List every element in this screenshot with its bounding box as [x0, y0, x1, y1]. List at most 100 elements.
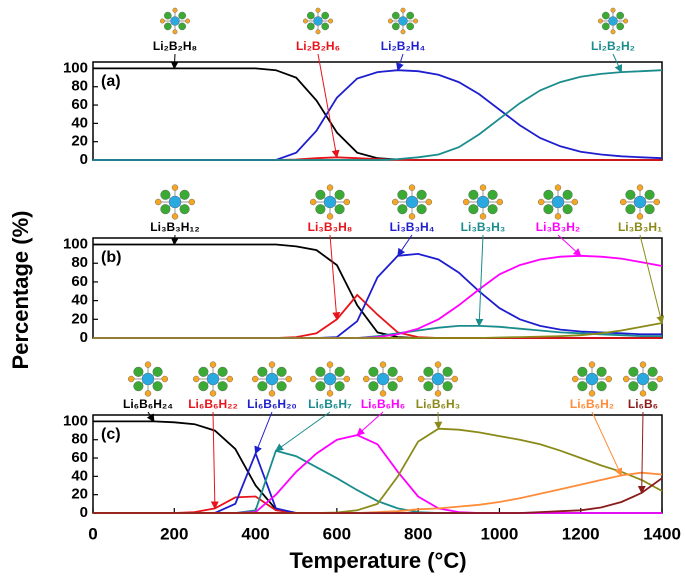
- atom: [423, 366, 434, 377]
- label-arrow: [170, 234, 179, 246]
- atom: [431, 372, 445, 386]
- label-arrow: [146, 411, 155, 423]
- atom: [323, 372, 337, 386]
- y-tick-label: 40: [71, 467, 88, 484]
- x-tick-label: 800: [404, 524, 432, 543]
- series-line: [93, 252, 662, 339]
- panel-label: (a): [101, 73, 121, 90]
- atom: [636, 184, 644, 191]
- atom: [179, 189, 190, 200]
- atom: [628, 366, 639, 377]
- x-tick-label: 1400: [643, 524, 681, 543]
- atom: [209, 361, 217, 368]
- y-tick-label: 100: [63, 59, 88, 76]
- atom: [144, 390, 152, 397]
- atom: [633, 195, 647, 209]
- molecule-icon: [418, 361, 458, 397]
- atom: [387, 366, 398, 377]
- series-label: Li₆B₆: [628, 397, 658, 411]
- molecule-icon: [387, 7, 419, 35]
- atom: [391, 11, 400, 20]
- atom: [343, 198, 350, 206]
- x-tick-label: 200: [160, 524, 188, 543]
- label-arrow: [591, 411, 623, 477]
- atom: [623, 375, 630, 383]
- atom: [543, 204, 554, 215]
- atom: [306, 22, 315, 31]
- atom: [326, 184, 334, 191]
- y-tick-label: 0: [80, 504, 88, 521]
- x-axis-title: Temperature (°C): [289, 548, 466, 573]
- atom: [321, 11, 330, 20]
- atom: [397, 189, 408, 200]
- atom: [334, 189, 345, 200]
- atom: [577, 366, 588, 377]
- atom: [323, 195, 337, 209]
- atom: [321, 22, 330, 31]
- series-line: [93, 67, 662, 161]
- atom: [620, 198, 627, 206]
- series-line: [93, 322, 663, 339]
- label-arrow: [275, 411, 331, 452]
- plot-frame: [92, 414, 663, 514]
- atom: [406, 11, 415, 20]
- y-tick-label: 40: [71, 114, 88, 131]
- series-line: [93, 69, 663, 161]
- x-tick-label: 1000: [481, 524, 519, 543]
- series-label: Li₂B₂H₄: [381, 39, 426, 53]
- series-label: Li₃B₃H₃: [461, 220, 506, 234]
- atom: [616, 22, 625, 31]
- atom: [468, 189, 479, 200]
- molecule-icon: [597, 7, 629, 35]
- atom: [363, 375, 370, 383]
- atom: [276, 381, 287, 392]
- atom: [616, 11, 625, 20]
- atom: [442, 366, 453, 377]
- atom: [133, 366, 144, 377]
- atom: [163, 22, 172, 31]
- series-label: Li₃B₃H₁₂: [150, 220, 199, 234]
- atom: [636, 372, 650, 386]
- atom: [416, 204, 427, 215]
- series-label: Li₆B₆H₂: [570, 397, 614, 411]
- molecule-icon: [392, 184, 432, 220]
- atom: [265, 372, 279, 386]
- atom: [310, 198, 317, 206]
- atom: [171, 213, 179, 220]
- atom: [387, 381, 398, 392]
- atom: [206, 372, 220, 386]
- atom: [328, 18, 334, 24]
- atom: [588, 361, 596, 368]
- series-label: Li₃B₃H₈: [308, 220, 353, 234]
- atom: [368, 366, 379, 377]
- label-arrow: [639, 234, 665, 325]
- atom: [315, 381, 326, 392]
- atom: [602, 11, 610, 20]
- label-arrow: [210, 411, 219, 510]
- series-line: [93, 471, 663, 514]
- atom: [551, 195, 565, 209]
- atom: [302, 18, 308, 24]
- atom: [391, 22, 400, 31]
- atom: [608, 16, 618, 26]
- atom: [379, 361, 387, 368]
- atom: [418, 375, 425, 383]
- atom: [479, 213, 487, 220]
- atom: [268, 361, 276, 368]
- atom: [343, 375, 350, 383]
- label-arrow: [254, 411, 273, 455]
- atom: [326, 390, 334, 397]
- plot-frame: [92, 237, 663, 339]
- atom: [172, 7, 178, 13]
- y-tick-label: 20: [71, 310, 88, 327]
- atom: [602, 22, 610, 31]
- atom: [315, 29, 321, 35]
- atom: [251, 375, 259, 383]
- atom: [127, 375, 135, 383]
- atom: [144, 361, 152, 368]
- atom: [577, 381, 588, 392]
- atom: [396, 375, 403, 383]
- atom: [610, 7, 616, 13]
- molecule-icon: [310, 361, 350, 397]
- atom: [451, 375, 458, 383]
